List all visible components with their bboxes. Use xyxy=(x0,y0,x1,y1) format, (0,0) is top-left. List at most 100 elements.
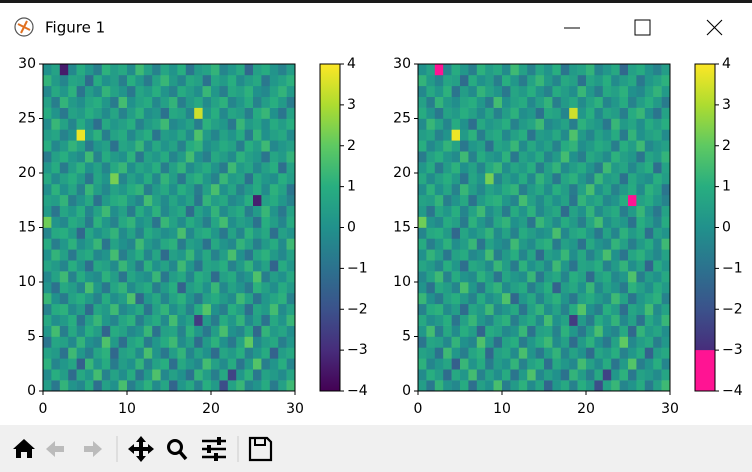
heatmap-cell xyxy=(143,205,153,217)
heatmap-cell xyxy=(628,303,637,315)
heatmap-cell xyxy=(594,118,604,130)
heatmap-cell xyxy=(286,118,296,130)
heatmap-cell xyxy=(636,107,646,119)
heatmap-cell xyxy=(443,325,452,337)
heatmap-cell xyxy=(43,183,52,196)
forward-button[interactable] xyxy=(84,441,102,457)
heatmap-cell xyxy=(602,303,612,315)
heatmap-cell xyxy=(560,216,570,228)
colorbar-tick-label: 4 xyxy=(722,56,731,72)
heatmap-cell xyxy=(560,151,570,163)
heatmap-cell xyxy=(577,183,587,196)
heatmap-cell xyxy=(185,347,195,359)
heatmap-cell xyxy=(160,140,170,152)
pan-button[interactable] xyxy=(128,436,154,462)
heatmap-cell xyxy=(127,303,136,315)
heatmap-cell xyxy=(177,173,187,185)
heatmap-cell xyxy=(127,325,136,337)
heatmap-cell xyxy=(185,107,195,119)
heatmap-cell xyxy=(560,173,570,185)
heatmap-cell xyxy=(236,107,245,119)
heatmap-cell xyxy=(269,314,279,326)
heatmap-cell xyxy=(59,216,69,228)
heatmap-cell xyxy=(527,325,536,337)
heatmap-cell xyxy=(110,227,119,239)
heatmap-cell xyxy=(211,183,220,196)
heatmap-cell xyxy=(253,249,262,261)
heatmap-cell xyxy=(552,325,562,337)
heatmap-cell xyxy=(244,292,254,305)
heatmap-cell xyxy=(611,271,620,283)
heatmap-cell xyxy=(644,74,654,87)
heatmap-cell xyxy=(59,314,69,326)
heatmap-cell xyxy=(493,205,503,217)
heatmap-cell xyxy=(535,358,545,370)
heatmap-cell xyxy=(485,205,494,217)
heatmap-cell xyxy=(101,118,111,130)
heatmap-cell xyxy=(468,303,478,315)
heatmap-cell xyxy=(636,303,646,315)
zoom-button[interactable] xyxy=(167,439,183,455)
heatmap-cell xyxy=(118,118,128,130)
heatmap-cell xyxy=(586,303,595,315)
close-button[interactable] xyxy=(706,19,723,36)
heatmap-cell xyxy=(244,282,254,294)
heatmap-cell xyxy=(510,271,520,283)
heatmap-cell xyxy=(434,303,444,315)
heatmap-cell xyxy=(160,336,170,348)
heatmap-cell xyxy=(118,347,128,359)
heatmap-cell xyxy=(661,249,671,261)
heatmap-cell xyxy=(211,347,220,359)
heatmap-cell xyxy=(468,347,478,359)
heatmap-cell xyxy=(443,194,452,206)
heatmap-cell xyxy=(544,140,553,152)
heatmap-cell xyxy=(443,96,452,108)
heatmap-cell xyxy=(278,314,287,326)
heatmap-cell xyxy=(76,118,86,130)
heatmap-cell xyxy=(518,118,528,130)
heatmap-cell xyxy=(611,227,620,239)
heatmap-cell xyxy=(535,173,545,185)
heatmap-cell xyxy=(219,183,229,196)
heatmap-cell xyxy=(451,140,461,152)
heatmap-cell xyxy=(236,96,245,108)
heatmap-cell xyxy=(143,85,153,97)
heatmap-cell xyxy=(169,194,178,206)
heatmap-cell xyxy=(602,238,612,250)
y-tick-label: 15 xyxy=(18,220,36,236)
heatmap-cell xyxy=(569,227,578,239)
heatmap-cell xyxy=(143,216,153,228)
heatmap-cell xyxy=(460,238,469,250)
heatmap-cell xyxy=(527,347,536,359)
heatmap-cell xyxy=(227,380,237,392)
heatmap-cell xyxy=(418,336,427,348)
heatmap-cell xyxy=(278,216,287,228)
heatmap-cell xyxy=(244,336,254,348)
heatmap-cell xyxy=(560,183,570,196)
heatmap-cell xyxy=(544,271,553,283)
heatmap-cell xyxy=(544,85,553,97)
heatmap-cell xyxy=(59,358,69,370)
heatmap-cell xyxy=(261,74,271,87)
heatmap-cell xyxy=(569,129,578,141)
back-button[interactable] xyxy=(46,441,64,457)
heatmap-cell xyxy=(253,74,262,87)
heatmap-cell xyxy=(85,85,94,97)
heatmap-cell xyxy=(661,205,671,217)
heatmap-cell xyxy=(202,64,212,76)
heatmap-cell xyxy=(177,85,187,97)
heatmap-cell xyxy=(85,227,94,239)
heatmap-cell xyxy=(286,303,296,315)
heatmap-cell xyxy=(177,96,187,108)
heatmap-cell xyxy=(569,249,578,261)
heatmap-cell xyxy=(219,271,229,283)
heatmap-cell xyxy=(552,336,562,348)
heatmap-cell xyxy=(535,96,545,108)
heatmap-cell xyxy=(544,347,553,359)
heatmap-cell xyxy=(59,336,69,348)
home-button[interactable] xyxy=(13,439,35,458)
maximize-button[interactable] xyxy=(634,19,651,36)
heatmap-cell xyxy=(544,292,553,305)
heatmap-cell xyxy=(169,205,178,217)
heatmap-cell xyxy=(418,380,427,392)
